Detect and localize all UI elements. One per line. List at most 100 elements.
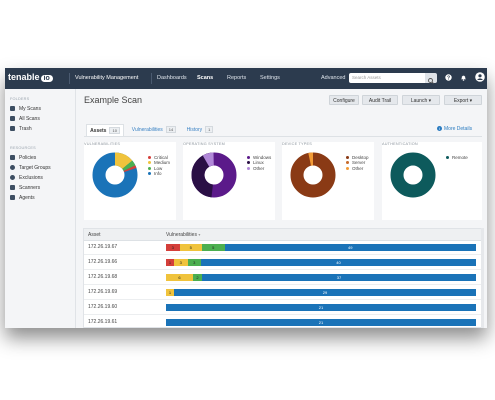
sidebar-item-exclusions[interactable]: Exclusions [10,175,43,181]
vulnerability-bar[interactable]: 3 5 5 49 [166,244,476,251]
sidebar-item-agents[interactable]: Agents [10,195,35,201]
nav-settings[interactable]: Settings [260,75,280,81]
sidebar-item-all-scans[interactable]: All Scans [10,116,40,122]
table-row[interactable]: 172.26.19.68 6 2 37 [84,270,482,285]
card-title: OPERATING SYSTEM [183,142,225,146]
target-icon [10,165,15,170]
device-types-donut[interactable] [290,152,336,198]
asset-ip[interactable]: 172.26.19.68 [88,274,118,280]
operating-system-card[interactable]: OPERATING SYSTEM Windows Linux Other [183,142,275,220]
agent-icon [10,195,15,200]
user-icon[interactable] [475,72,485,84]
sidebar-item-trash[interactable]: Trash [10,126,32,132]
bar-segment-info[interactable]: 21 [166,319,476,326]
table-row[interactable]: 172.26.19.69 1 29 [84,285,482,300]
legend-item-desktop: Desktop [346,155,369,160]
count-badge: 14 [165,126,177,133]
caret-down-icon: ▾ [469,98,473,104]
vulnerability-bar[interactable]: 21 [166,319,476,326]
table-row[interactable]: 172.26.19.66 1 3 3 40 [84,255,482,270]
vulnerability-bar[interactable]: 6 2 37 [166,274,476,281]
vulnerability-bar[interactable]: 1 3 3 40 [166,259,476,266]
tenable-io-logo[interactable]: tenable io [8,72,53,82]
operating-system-donut[interactable] [191,152,237,198]
asset-ip[interactable]: 172.26.19.67 [88,244,118,250]
bar-segment-critical[interactable]: 1 [166,259,174,266]
sidebar-item-target-groups[interactable]: Target Groups [10,165,51,171]
legend-item-server: Server [346,160,369,165]
divider [151,73,152,84]
caret-down-icon: ▾ [428,98,432,104]
sidebar-item-my-scans[interactable]: My Scans [10,106,41,112]
bell-icon[interactable] [460,74,467,83]
tab-history[interactable]: History 1 [183,124,217,136]
table-row[interactable]: 172.26.19.67 3 5 5 49 [84,240,482,255]
nav-dashboards[interactable]: Dashboards [157,75,187,81]
sidebar: FOLDERS My Scans All Scans Trash RESOURC… [5,89,76,328]
legend-item-other: Other [247,166,271,171]
sort-icon: ▾ [198,232,201,237]
tabs-divider [84,136,482,137]
bar-segment-low[interactable]: 5 [202,244,225,251]
bar-segment-medium[interactable]: 5 [179,244,202,251]
policy-icon [10,155,15,160]
bar-segment-medium[interactable]: 3 [174,259,188,266]
more-details-link[interactable]: i More Details [437,126,472,132]
bar-segment-medium[interactable]: 6 [166,274,193,281]
vulnerabilities-donut[interactable] [92,152,138,198]
export-button[interactable]: Export ▾ [444,95,482,105]
authentication-card[interactable]: AUTHENTICATION Remote [382,142,482,220]
bar-segment-info[interactable]: 37 [202,274,476,281]
card-title: AUTHENTICATION [382,142,418,146]
vulnerability-bar[interactable]: 21 [166,304,476,311]
help-icon[interactable]: ? [445,74,452,83]
legend-item-medium: Medium [148,160,170,165]
advanced-link[interactable]: Advanced [321,75,346,81]
tab-assets[interactable]: Assets 10 [86,124,124,136]
bar-segment-info[interactable]: 29 [174,289,476,296]
table-row[interactable]: 172.26.19.61 21 [84,315,482,327]
table-header: Asset Vulnerabilities ▾ [84,229,482,241]
configure-button[interactable]: Configure [329,95,359,105]
bar-segment-info[interactable]: 49 [224,244,476,251]
search-input[interactable]: Search Assets [349,73,427,83]
card-title: DEVICE TYPES [282,142,312,146]
launch-button[interactable]: Launch ▾ [402,95,440,105]
asset-ip[interactable]: 172.26.19.69 [88,289,118,295]
tab-vulnerabilities[interactable]: Vulnerabilities 14 [128,124,180,136]
column-header-vulnerabilities[interactable]: Vulnerabilities ▾ [166,232,201,238]
sidebar-item-policies[interactable]: Policies [10,155,36,161]
table-row[interactable]: 172.26.19.60 21 [84,300,482,315]
asset-ip[interactable]: 172.26.19.61 [88,319,118,325]
folder-icon [10,116,15,121]
bar-segment-info[interactable]: 40 [201,259,476,266]
table-scrollbar[interactable] [481,228,484,328]
bar-segment-low[interactable]: 2 [193,274,202,281]
authentication-donut[interactable] [390,152,436,198]
bar-segment-low[interactable]: 3 [187,259,201,266]
column-header-asset[interactable]: Asset [88,232,101,238]
bar-segment-critical[interactable]: 3 [166,244,180,251]
sidebar-item-scanners[interactable]: Scanners [10,185,40,191]
device-types-card[interactable]: DEVICE TYPES Desktop Server Other [282,142,374,220]
assets-table: Asset Vulnerabilities ▾ 172.26.19.67 3 5 5 4… [83,228,483,328]
vulnerability-bar[interactable]: 1 29 [166,289,476,296]
page-title: Example Scan [84,95,143,105]
vulnerabilities-card[interactable]: VULNERABILITIES Critical Medium Low Info [84,142,176,220]
nav-reports[interactable]: Reports [227,75,247,81]
product-name[interactable]: Vulnerability Management [75,75,139,81]
bar-segment-medium[interactable]: 1 [166,289,174,296]
resources-heading: RESOURCES [10,146,36,150]
asset-ip[interactable]: 172.26.19.60 [88,304,118,310]
nav-scans[interactable]: Scans [197,75,214,81]
legend-item-low: Low [148,166,170,171]
exclusion-icon [10,175,15,180]
card-title: VULNERABILITIES [84,142,121,146]
audit-trail-button[interactable]: Audit Trail [362,95,398,105]
folder-icon [10,106,15,111]
search-button[interactable] [425,73,437,84]
search-icon [428,78,434,84]
asset-ip[interactable]: 172.26.19.66 [88,259,118,265]
legend-item-info: Info [148,171,170,176]
bar-segment-info[interactable]: 21 [166,304,476,311]
